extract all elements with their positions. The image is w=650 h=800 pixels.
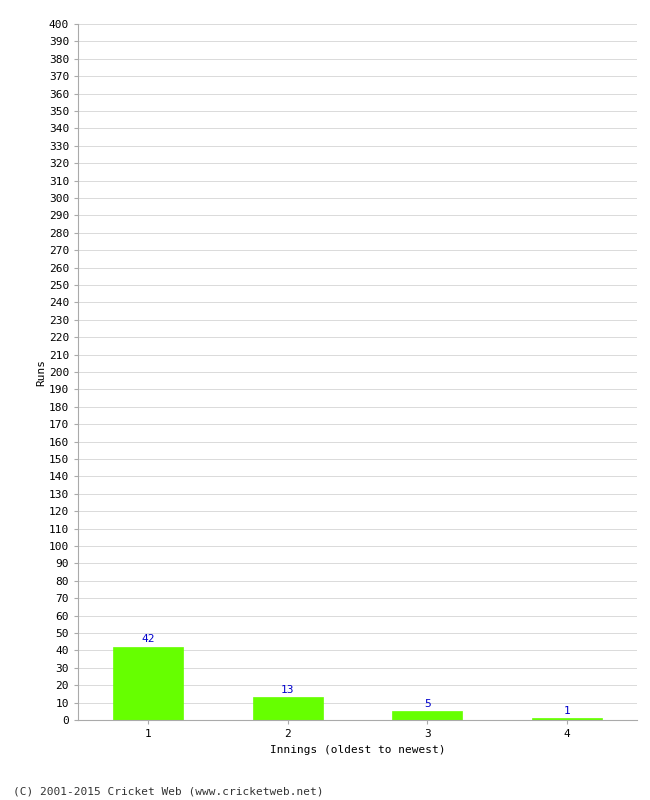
Text: 1: 1	[564, 706, 571, 716]
Text: (C) 2001-2015 Cricket Web (www.cricketweb.net): (C) 2001-2015 Cricket Web (www.cricketwe…	[13, 786, 324, 796]
Bar	[113, 647, 183, 720]
Bar	[532, 718, 602, 720]
Text: 42: 42	[141, 634, 155, 644]
Bar	[393, 711, 462, 720]
Text: 5: 5	[424, 698, 431, 709]
X-axis label: Innings (oldest to newest): Innings (oldest to newest)	[270, 745, 445, 754]
Bar	[253, 698, 322, 720]
Y-axis label: Runs: Runs	[36, 358, 46, 386]
Text: 13: 13	[281, 685, 294, 694]
